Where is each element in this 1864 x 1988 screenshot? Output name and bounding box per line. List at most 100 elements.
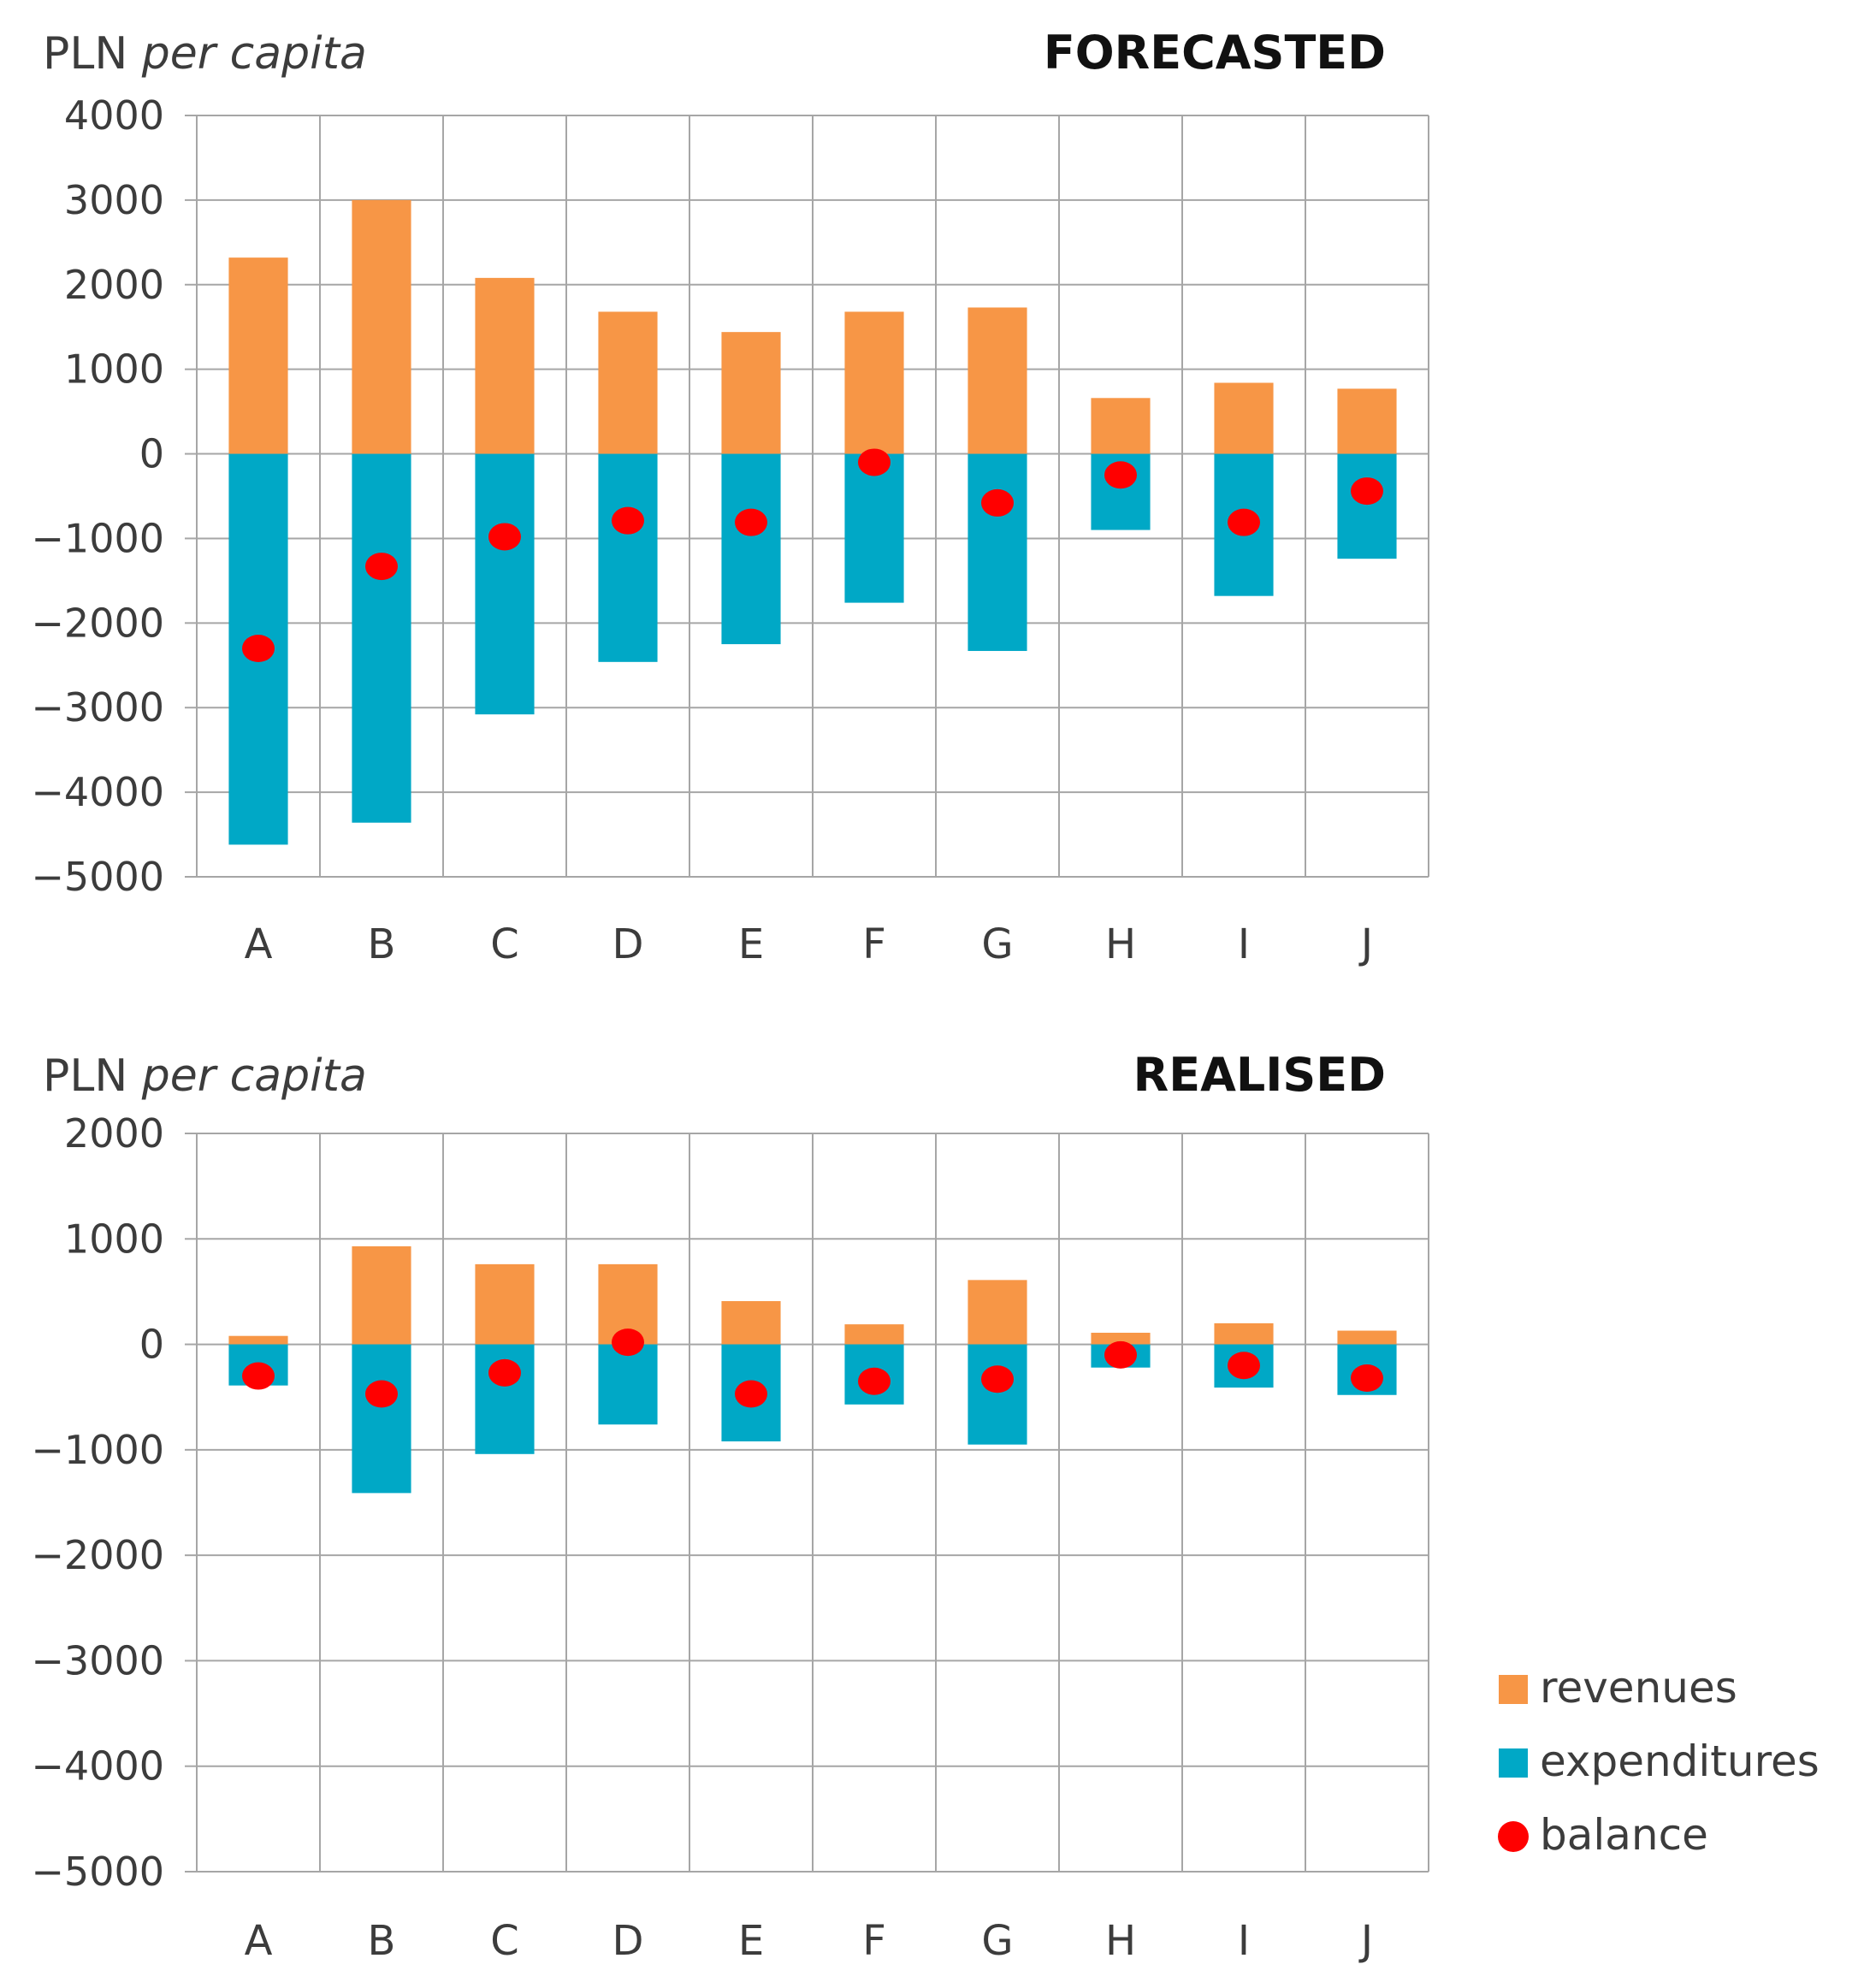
balance-point-i bbox=[1228, 1352, 1260, 1380]
y-tick-label: 2000 bbox=[64, 1110, 164, 1157]
balance-point-b bbox=[365, 1380, 398, 1408]
legend-label-balance: balance bbox=[1540, 1810, 1708, 1860]
balance-point-a bbox=[242, 635, 275, 662]
y-tick-label: 1000 bbox=[64, 346, 164, 393]
revenues-bar-i bbox=[1214, 1322, 1274, 1345]
balance-point-b bbox=[365, 553, 398, 581]
balance-point-h bbox=[1104, 1340, 1137, 1369]
y-axis-label-space bbox=[127, 28, 142, 80]
x-tick-label-j: J bbox=[1358, 1917, 1373, 1965]
balance-point-d bbox=[612, 1328, 644, 1357]
y-tick-label: −1000 bbox=[31, 515, 164, 561]
y-tick-label: −5000 bbox=[31, 1849, 164, 1895]
revenues-bar-g bbox=[968, 1280, 1027, 1345]
expenditures-bar-f bbox=[844, 453, 904, 603]
x-tick-label-e: E bbox=[738, 920, 764, 968]
x-tick-label-f: F bbox=[862, 920, 886, 968]
revenues-bar-a bbox=[228, 257, 288, 454]
legend-swatch-expenditures bbox=[1499, 1748, 1528, 1778]
revenues-bar-e bbox=[721, 332, 781, 454]
balance-point-g bbox=[981, 1365, 1014, 1393]
revenues-bar-c bbox=[475, 277, 535, 454]
x-tick-label-g: G bbox=[981, 1917, 1013, 1965]
revenues-bar-c bbox=[475, 1263, 535, 1345]
y-tick-label: −3000 bbox=[31, 684, 164, 731]
expenditures-bar-d bbox=[598, 1344, 658, 1425]
expenditures-bar-g bbox=[968, 1344, 1027, 1445]
y-tick-label: −4000 bbox=[31, 1743, 164, 1790]
revenues-bar-a bbox=[228, 1335, 288, 1345]
y-axis-label-unit: PLN bbox=[43, 1050, 127, 1102]
y-tick-label: 0 bbox=[139, 1322, 164, 1368]
x-tick-label-i: I bbox=[1238, 920, 1250, 968]
y-tick-label: 2000 bbox=[64, 262, 164, 308]
revenues-bar-g bbox=[968, 307, 1027, 454]
balance-point-c bbox=[488, 1358, 521, 1387]
x-tick-label-c: C bbox=[490, 920, 519, 968]
balance-point-d bbox=[612, 506, 644, 535]
realised-panel: 2000 1000 0 −1000 −2000 −3000 −4000 −5000 A B C D E F… bbox=[31, 1048, 1429, 1965]
revenues-bar-f bbox=[844, 311, 904, 454]
panel-title: REALISED bbox=[1133, 1048, 1386, 1102]
balance-point-c bbox=[488, 523, 521, 551]
y-tick-label: −1000 bbox=[31, 1427, 164, 1473]
x-tick-label-g: G bbox=[981, 920, 1013, 968]
revenues-bar-h bbox=[1091, 1333, 1151, 1345]
revenues-bar-j bbox=[1337, 1330, 1397, 1345]
x-tick-label-e: E bbox=[738, 1917, 764, 1965]
y-tick-label: 3000 bbox=[64, 177, 164, 223]
expenditures-bar-d bbox=[598, 453, 658, 662]
y-axis-label: PLN per capita bbox=[43, 1050, 367, 1102]
legend-label-expenditures: expenditures bbox=[1540, 1737, 1820, 1786]
forecasted-panel: 4000 3000 2000 1000 0 −1000 −2000 −3000 −4000 −50… bbox=[31, 26, 1429, 968]
legend: revenues expenditures balance bbox=[1498, 1663, 1820, 1860]
y-axis-label-per-capita: per capita bbox=[141, 1050, 367, 1102]
x-tick-label-d: D bbox=[612, 920, 644, 968]
legend-swatch-revenues bbox=[1499, 1675, 1528, 1704]
revenues-bar-j bbox=[1337, 388, 1397, 454]
x-tick-label-j: J bbox=[1358, 920, 1373, 968]
balance-point-j bbox=[1351, 1364, 1383, 1393]
expenditures-bar-b bbox=[352, 1344, 411, 1494]
x-tick-label-b: B bbox=[368, 1917, 396, 1965]
revenues-bar-e bbox=[721, 1301, 781, 1345]
revenues-bar-d bbox=[598, 311, 658, 454]
y-tick-label: −3000 bbox=[31, 1637, 164, 1683]
expenditures-bar-j bbox=[1337, 453, 1397, 559]
balance-point-f bbox=[858, 448, 891, 476]
y-tick-label: 4000 bbox=[64, 92, 164, 139]
x-tick-label-b: B bbox=[368, 920, 396, 968]
y-axis-label-per-capita: per capita bbox=[141, 28, 367, 80]
x-tick-label-h: H bbox=[1105, 920, 1136, 968]
panel-title: FORECASTED bbox=[1044, 26, 1386, 80]
expenditures-bar-g bbox=[968, 453, 1027, 651]
x-tick-label-f: F bbox=[862, 1917, 886, 1965]
x-tick-label-h: H bbox=[1105, 1917, 1136, 1965]
y-axis-label: PLN per capita bbox=[43, 28, 367, 80]
balance-point-f bbox=[858, 1367, 891, 1395]
balance-point-a bbox=[242, 1362, 275, 1390]
y-tick-label: −2000 bbox=[31, 600, 164, 646]
y-axis-label-space bbox=[127, 1050, 142, 1102]
y-tick-label: −4000 bbox=[31, 769, 164, 815]
y-axis-label-unit: PLN bbox=[43, 28, 127, 80]
x-tick-label-a: A bbox=[245, 1917, 273, 1965]
expenditures-bar-e bbox=[721, 453, 781, 645]
y-tick-label: −5000 bbox=[31, 854, 164, 900]
x-tick-label-d: D bbox=[612, 1917, 644, 1965]
x-tick-label-a: A bbox=[245, 920, 273, 968]
y-tick-label: 1000 bbox=[64, 1216, 164, 1262]
x-tick-label-i: I bbox=[1238, 1917, 1250, 1965]
balance-point-e bbox=[735, 508, 767, 536]
y-tick-label: 0 bbox=[139, 431, 164, 477]
legend-label-revenues: revenues bbox=[1540, 1663, 1737, 1713]
balance-point-h bbox=[1104, 461, 1137, 489]
expenditures-bar-b bbox=[352, 453, 411, 823]
balance-point-j bbox=[1351, 477, 1383, 506]
revenues-bar-b bbox=[352, 1245, 411, 1345]
balance-point-i bbox=[1228, 508, 1260, 536]
balance-point-g bbox=[981, 488, 1014, 517]
revenues-bar-h bbox=[1091, 398, 1151, 454]
revenues-bar-b bbox=[352, 199, 411, 454]
